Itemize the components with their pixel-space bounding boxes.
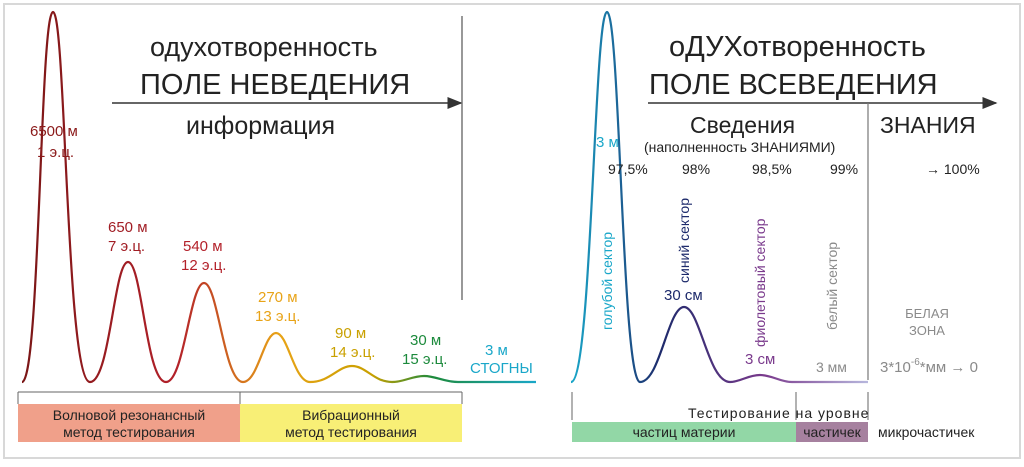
right-title-1: оДУХотворенность xyxy=(669,31,926,63)
pct-navy: 98% xyxy=(682,161,710,177)
particles-box xyxy=(796,422,868,442)
testing-label: Тестирование на уровне xyxy=(688,405,869,421)
peak-label-size-4: 270 м xyxy=(258,289,298,306)
navy-sector-label: синий сектор xyxy=(676,198,692,283)
peak-label-era-1: 1 э.ц. xyxy=(37,144,74,161)
left-title-1: одухотворенность xyxy=(150,32,378,62)
vibration-method-line-1: Вибрационный xyxy=(302,407,400,423)
formula-base: 3*10 xyxy=(880,359,911,376)
peak-label-era-4: 13 э.ц. xyxy=(255,308,300,325)
svedenia-sub-label: (наполненность ЗНАНИЯМИ) xyxy=(644,139,835,155)
pct-white: 99% xyxy=(830,161,858,177)
left-subtitle: информация xyxy=(186,112,335,140)
white-sector-label: белый сектор xyxy=(824,242,840,330)
blue-size-label: 3 м xyxy=(596,134,619,151)
peak-label-size-5: 90 м xyxy=(335,325,366,342)
peak-label-era-3: 12 э.ц. xyxy=(181,257,226,274)
micro-particles-label: микрочастичек xyxy=(878,424,975,440)
white-zone-line-1: БЕЛАЯ xyxy=(905,306,949,321)
svedenia-label: Сведения xyxy=(690,112,795,138)
matter-particles-label: частиц материи xyxy=(633,424,736,440)
matter-particles-box xyxy=(572,422,796,442)
wave-method-box xyxy=(18,404,240,442)
particles-label: частичек xyxy=(803,424,861,440)
left-wave-curve xyxy=(20,10,536,384)
navy-size-label: 30 см xyxy=(664,287,703,304)
vibration-method-line-2: метод тестирования xyxy=(285,424,417,440)
blue-sector-label: голубой сектор xyxy=(599,232,615,330)
peak-label-era-2: 7 э.ц. xyxy=(108,238,145,255)
peak-label-size-7: 3 м xyxy=(485,342,508,359)
pct-white-zone: → 100% xyxy=(926,161,980,177)
peak-label-size-2: 650 м xyxy=(108,219,148,236)
right-wave-curve xyxy=(569,10,868,384)
znania-label: ЗНАНИЯ xyxy=(880,112,976,138)
white-zone-line-2: ЗОНА xyxy=(909,323,945,338)
violet-sector-label: фиолетовый сектор xyxy=(752,218,768,347)
formula-label: 3*10-6*мм → 0 xyxy=(880,357,978,376)
vibration-method-box xyxy=(240,404,462,442)
white-size-label: 3 мм xyxy=(816,359,847,375)
violet-size-label: 3 см xyxy=(745,351,775,368)
pct-violet: 98,5% xyxy=(752,161,792,177)
outer-frame xyxy=(3,3,1021,459)
peak-label-era-7: СТОГНЫ xyxy=(470,360,533,377)
wave-method-line-1: Волновой резонансный xyxy=(53,407,205,423)
peak-label-size-3: 540 м xyxy=(183,238,223,255)
peak-label-era-5: 14 э.ц. xyxy=(330,344,375,361)
wave-method-line-2: метод тестирования xyxy=(63,424,195,440)
peak-label-size-1: 6500 м xyxy=(30,123,78,140)
peak-label-size-6: 30 м xyxy=(410,332,441,349)
left-title-2: ПОЛЕ НЕВЕДЕНИЯ xyxy=(140,69,410,101)
pct-blue: 97,5% xyxy=(608,161,648,177)
right-title-2: ПОЛЕ ВСЕВЕДЕНИЯ xyxy=(649,69,938,101)
formula-exponent: -6 xyxy=(911,357,920,368)
peak-label-era-6: 15 э.ц. xyxy=(402,351,447,368)
formula-tail: *мм → 0 xyxy=(920,359,978,376)
